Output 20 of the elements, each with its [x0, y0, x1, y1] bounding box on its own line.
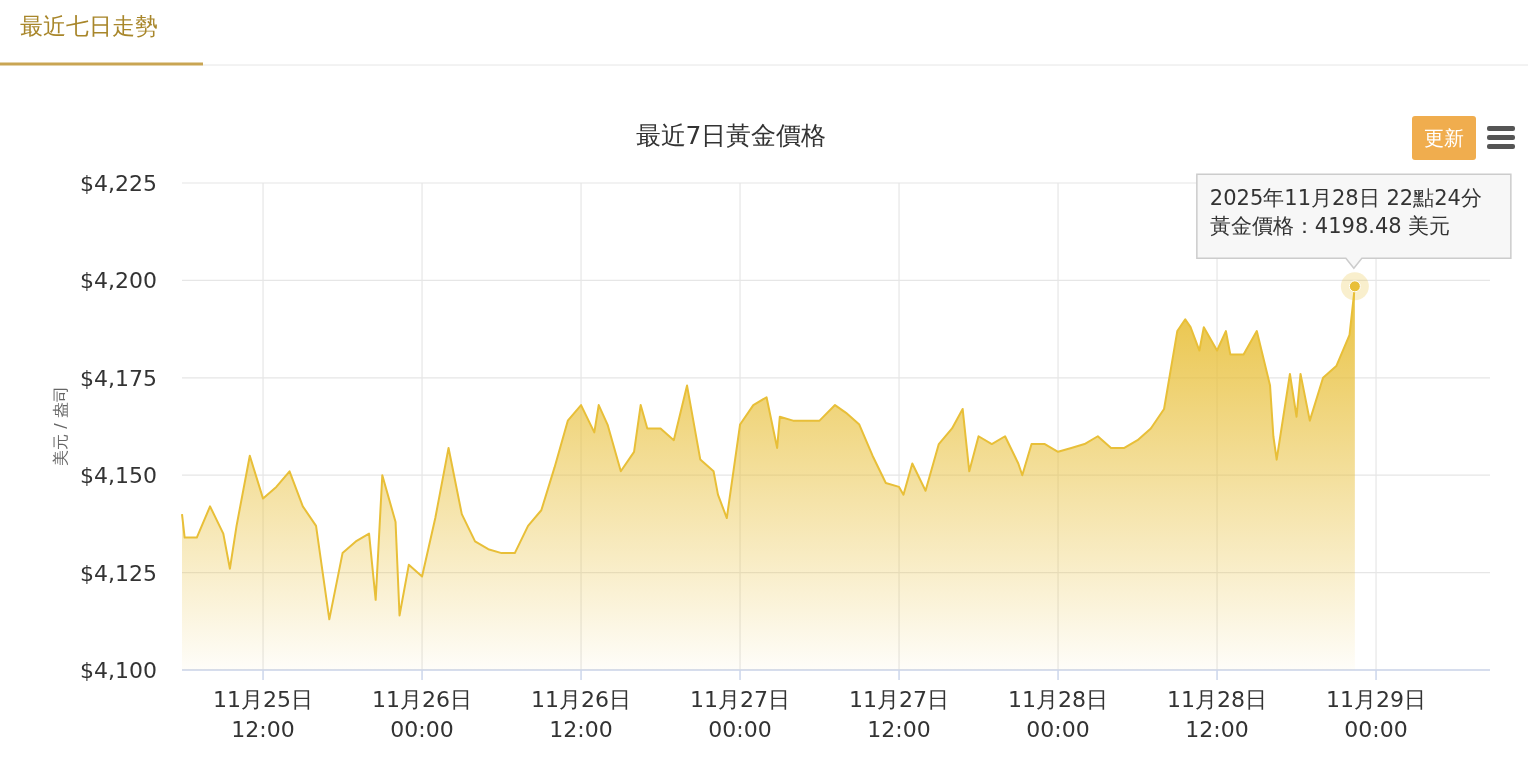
x-tick-label: 11月27日 12:00 — [849, 687, 950, 742]
y-tick-label: $4,225 — [80, 171, 157, 196]
annotation: 黃金價格：4198.48 美元 — [1209, 214, 1451, 239]
y-tick-label: $4,100 — [80, 658, 157, 683]
y-tick-label: $4,150 — [80, 463, 157, 489]
annotation: 2025年11月28日 22點24分 — [1209, 186, 1482, 211]
x-tick-label: 11月27日 00:00 — [690, 687, 791, 742]
text: 最近七日走勢 — [20, 13, 158, 39]
x-tick-label: 11月26日 12:00 — [531, 687, 632, 742]
x-tick-label: 11月26日 00:00 — [372, 687, 473, 742]
y-tick-label: $4,125 — [80, 560, 157, 586]
x-tick-label: 11月25日 12:00 — [213, 687, 314, 742]
y-tick-label: $4,200 — [80, 268, 157, 294]
chart-title: 最近7日黃金價格 — [635, 121, 827, 150]
x-tick-label: 11月29日 00:00 — [1326, 687, 1427, 742]
x-tick-label: 11月28日 12:00 — [1167, 687, 1268, 742]
y-tick-label: $4,175 — [80, 365, 157, 391]
text: 更新 — [1424, 126, 1464, 150]
y-axis-title: 美元 / 盎司 — [51, 386, 70, 466]
x-tick-label: 11月28日 00:00 — [1008, 687, 1109, 742]
